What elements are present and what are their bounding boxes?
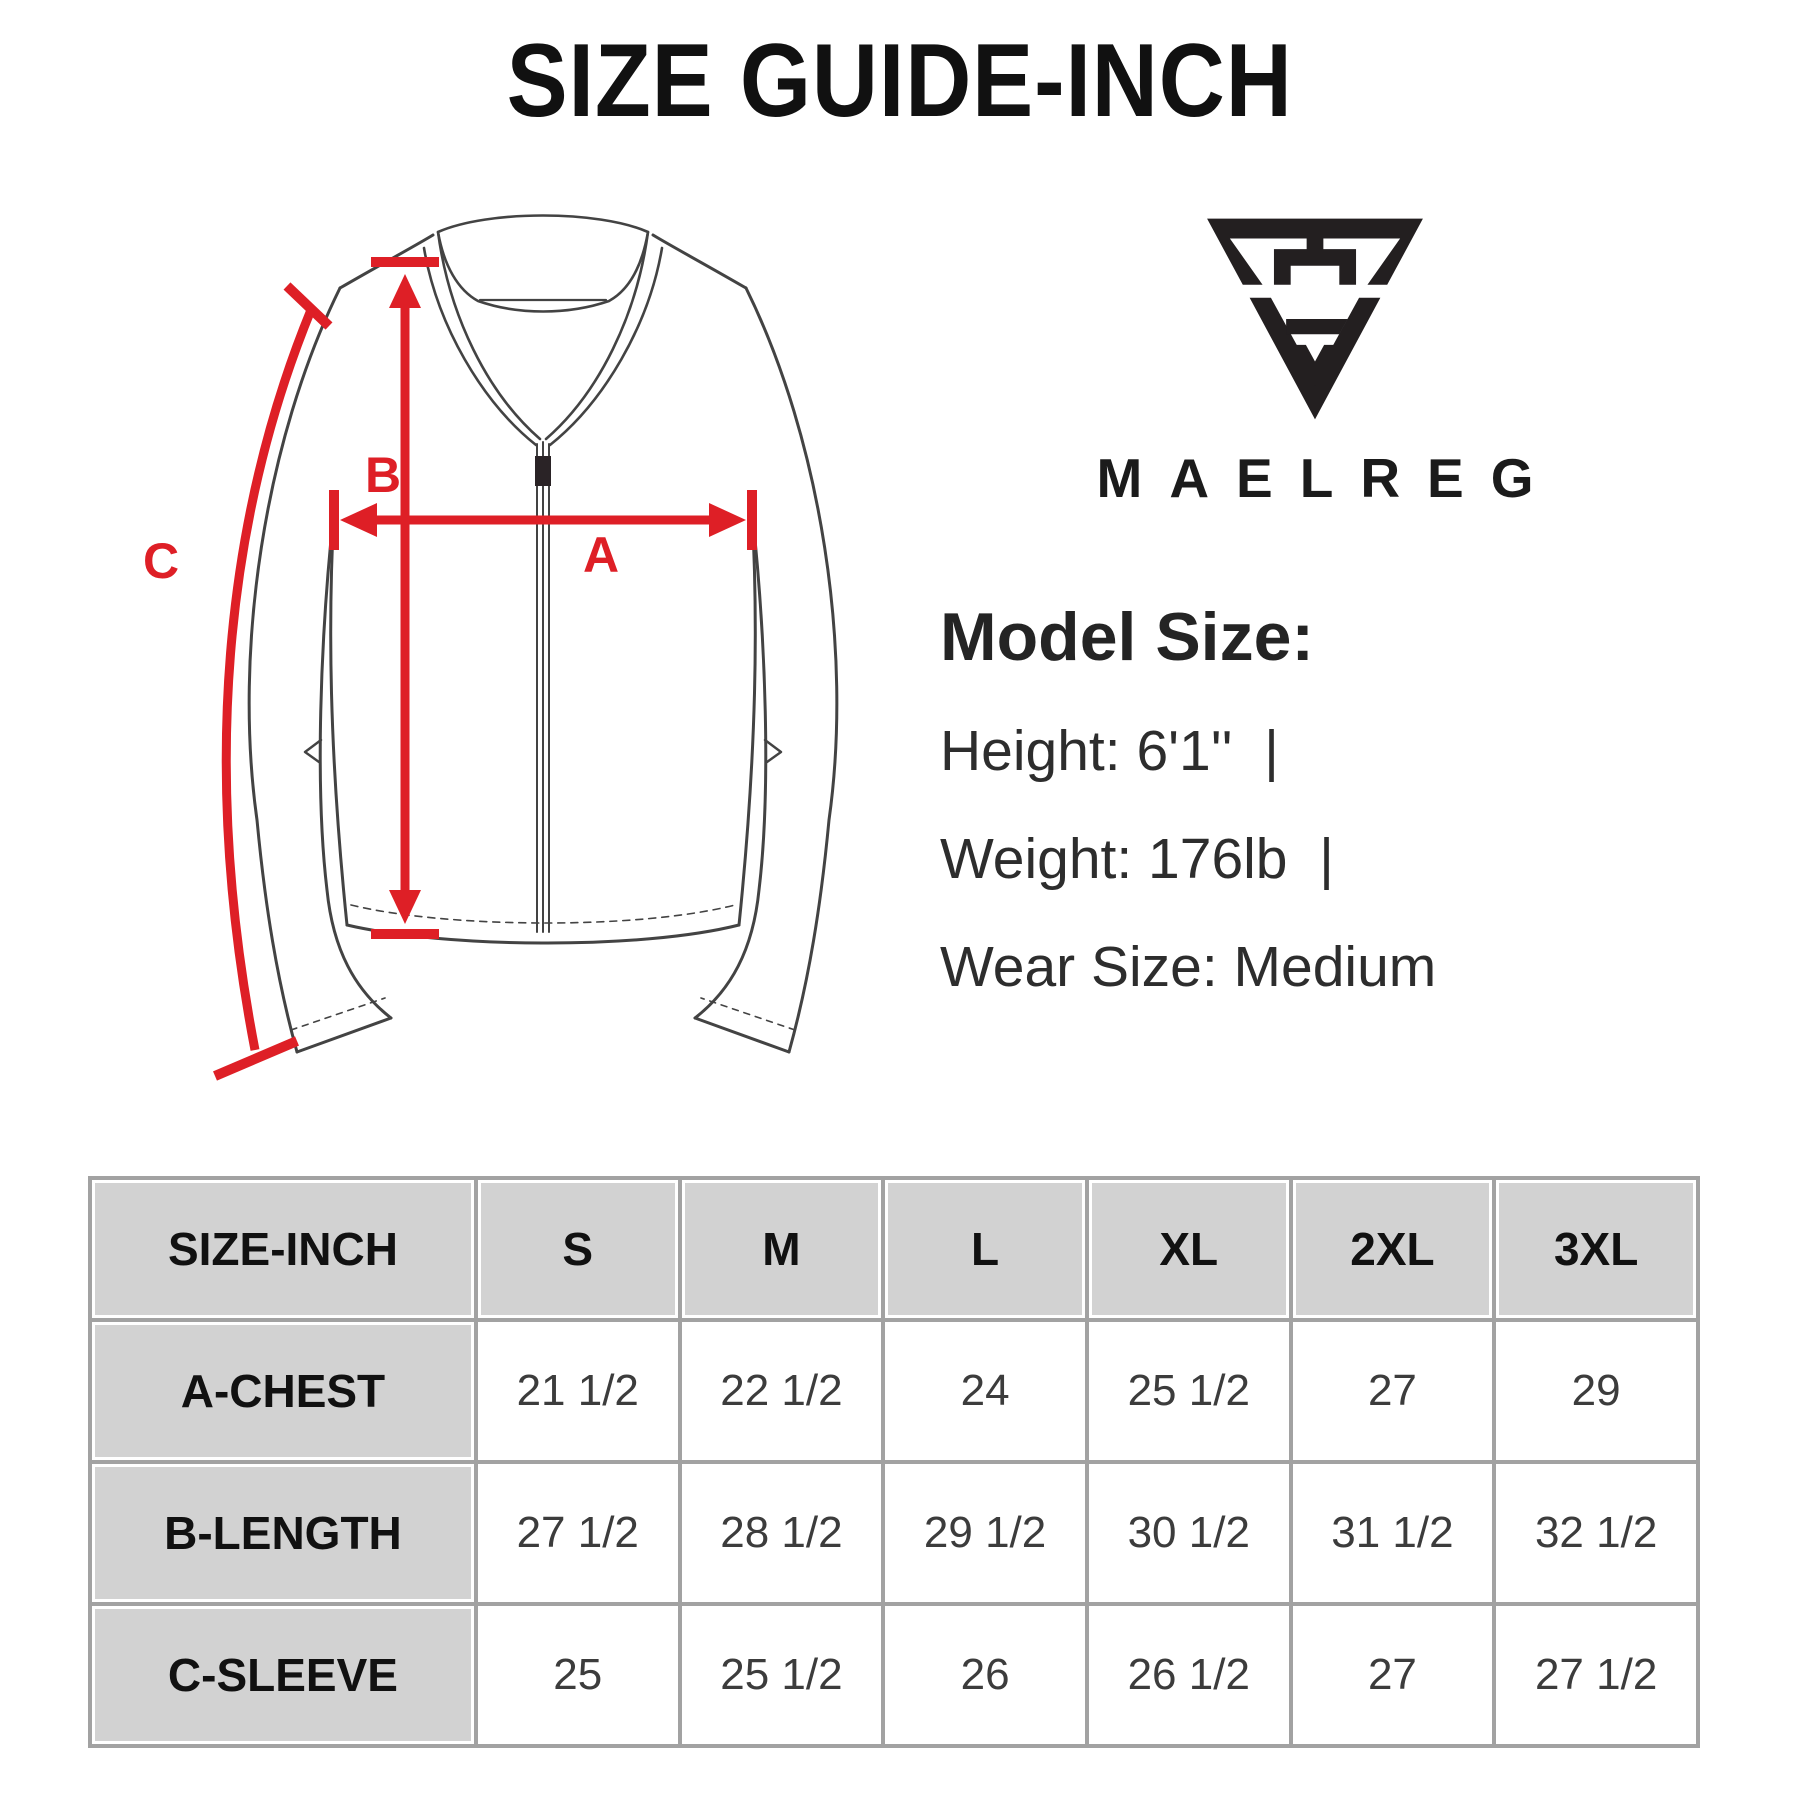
header-size-inch: SIZE-INCH [88,1176,478,1322]
table-header-row: SIZE-INCH S M L XL 2XL 3XL [88,1176,1700,1322]
measure-b-length [371,257,439,939]
cell-a-chest-3xl: 29 [1492,1318,1700,1464]
cell-b-length-xl: 30 1/2 [1084,1460,1293,1606]
collar [422,214,664,447]
cell-a-chest-2xl: 27 [1288,1318,1497,1464]
cell-b-length-l: 29 1/2 [881,1460,1089,1606]
table-row: A-CHEST 21 1/2 22 1/2 24 25 1/2 27 29 [88,1318,1700,1464]
cell-a-chest-xl: 25 1/2 [1084,1318,1293,1464]
brand-column: MAELREG Model Size: Height: 6'1'' | Weig… [940,188,1690,1000]
zipper-pull [535,456,551,486]
cell-c-sleeve-xl: 26 1/2 [1084,1602,1293,1748]
model-size-heading: Model Size: [940,599,1315,675]
label-c: C [143,533,179,589]
label-b: B [365,447,401,503]
cell-c-sleeve-m: 25 1/2 [677,1602,886,1748]
cell-c-sleeve-2xl: 27 [1288,1602,1497,1748]
size-table: SIZE-INCH S M L XL 2XL 3XL A-CHEST 21 1/… [88,1176,1700,1748]
cell-a-chest-s: 21 1/2 [473,1318,682,1464]
cell-b-length-3xl: 32 1/2 [1492,1460,1700,1606]
label-a: A [583,527,619,583]
table-row: B-LENGTH 27 1/2 28 1/2 29 1/2 30 1/2 31 … [88,1460,1700,1606]
cell-b-length-m: 28 1/2 [677,1460,886,1606]
row-label-a-chest: A-CHEST [88,1318,478,1464]
cell-c-sleeve-s: 25 [473,1602,682,1748]
cell-a-chest-m: 22 1/2 [677,1318,886,1464]
header-s: S [473,1176,682,1322]
header-3xl: 3XL [1492,1176,1700,1322]
jacket-measurement-diagram: A B C [143,214,839,1081]
model-wear-size: Wear Size: Medium [940,935,1437,999]
header-2xl: 2XL [1288,1176,1497,1322]
cell-b-length-s: 27 1/2 [473,1460,682,1606]
cell-c-sleeve-3xl: 27 1/2 [1492,1602,1700,1748]
jacket-outline [247,214,839,1054]
measure-c-sleeve [213,282,333,1081]
cell-a-chest-l: 24 [881,1318,1089,1464]
row-label-c-sleeve: C-SLEEVE [88,1602,478,1748]
cell-b-length-2xl: 31 1/2 [1288,1460,1497,1606]
measurement-annotations: A B C [143,257,757,1081]
measure-a-chest [329,490,757,550]
header-xl: XL [1084,1176,1293,1322]
row-label-b-length: B-LENGTH [88,1460,478,1606]
table-row: C-SLEEVE 25 25 1/2 26 26 1/2 27 27 1/2 [88,1602,1700,1748]
brand-wordmark: MAELREG [1096,447,1561,509]
cell-c-sleeve-l: 26 [881,1602,1089,1748]
model-height: Height: 6'1'' | [940,719,1279,783]
page-title: SIZE GUIDE-INCH [0,22,1800,141]
maelreg-logo-icon [1207,218,1423,420]
model-weight: Weight: 176lb | [940,827,1334,891]
header-l: L [881,1176,1089,1322]
page-title-text: SIZE GUIDE-INCH [506,23,1294,139]
header-m: M [677,1176,886,1322]
